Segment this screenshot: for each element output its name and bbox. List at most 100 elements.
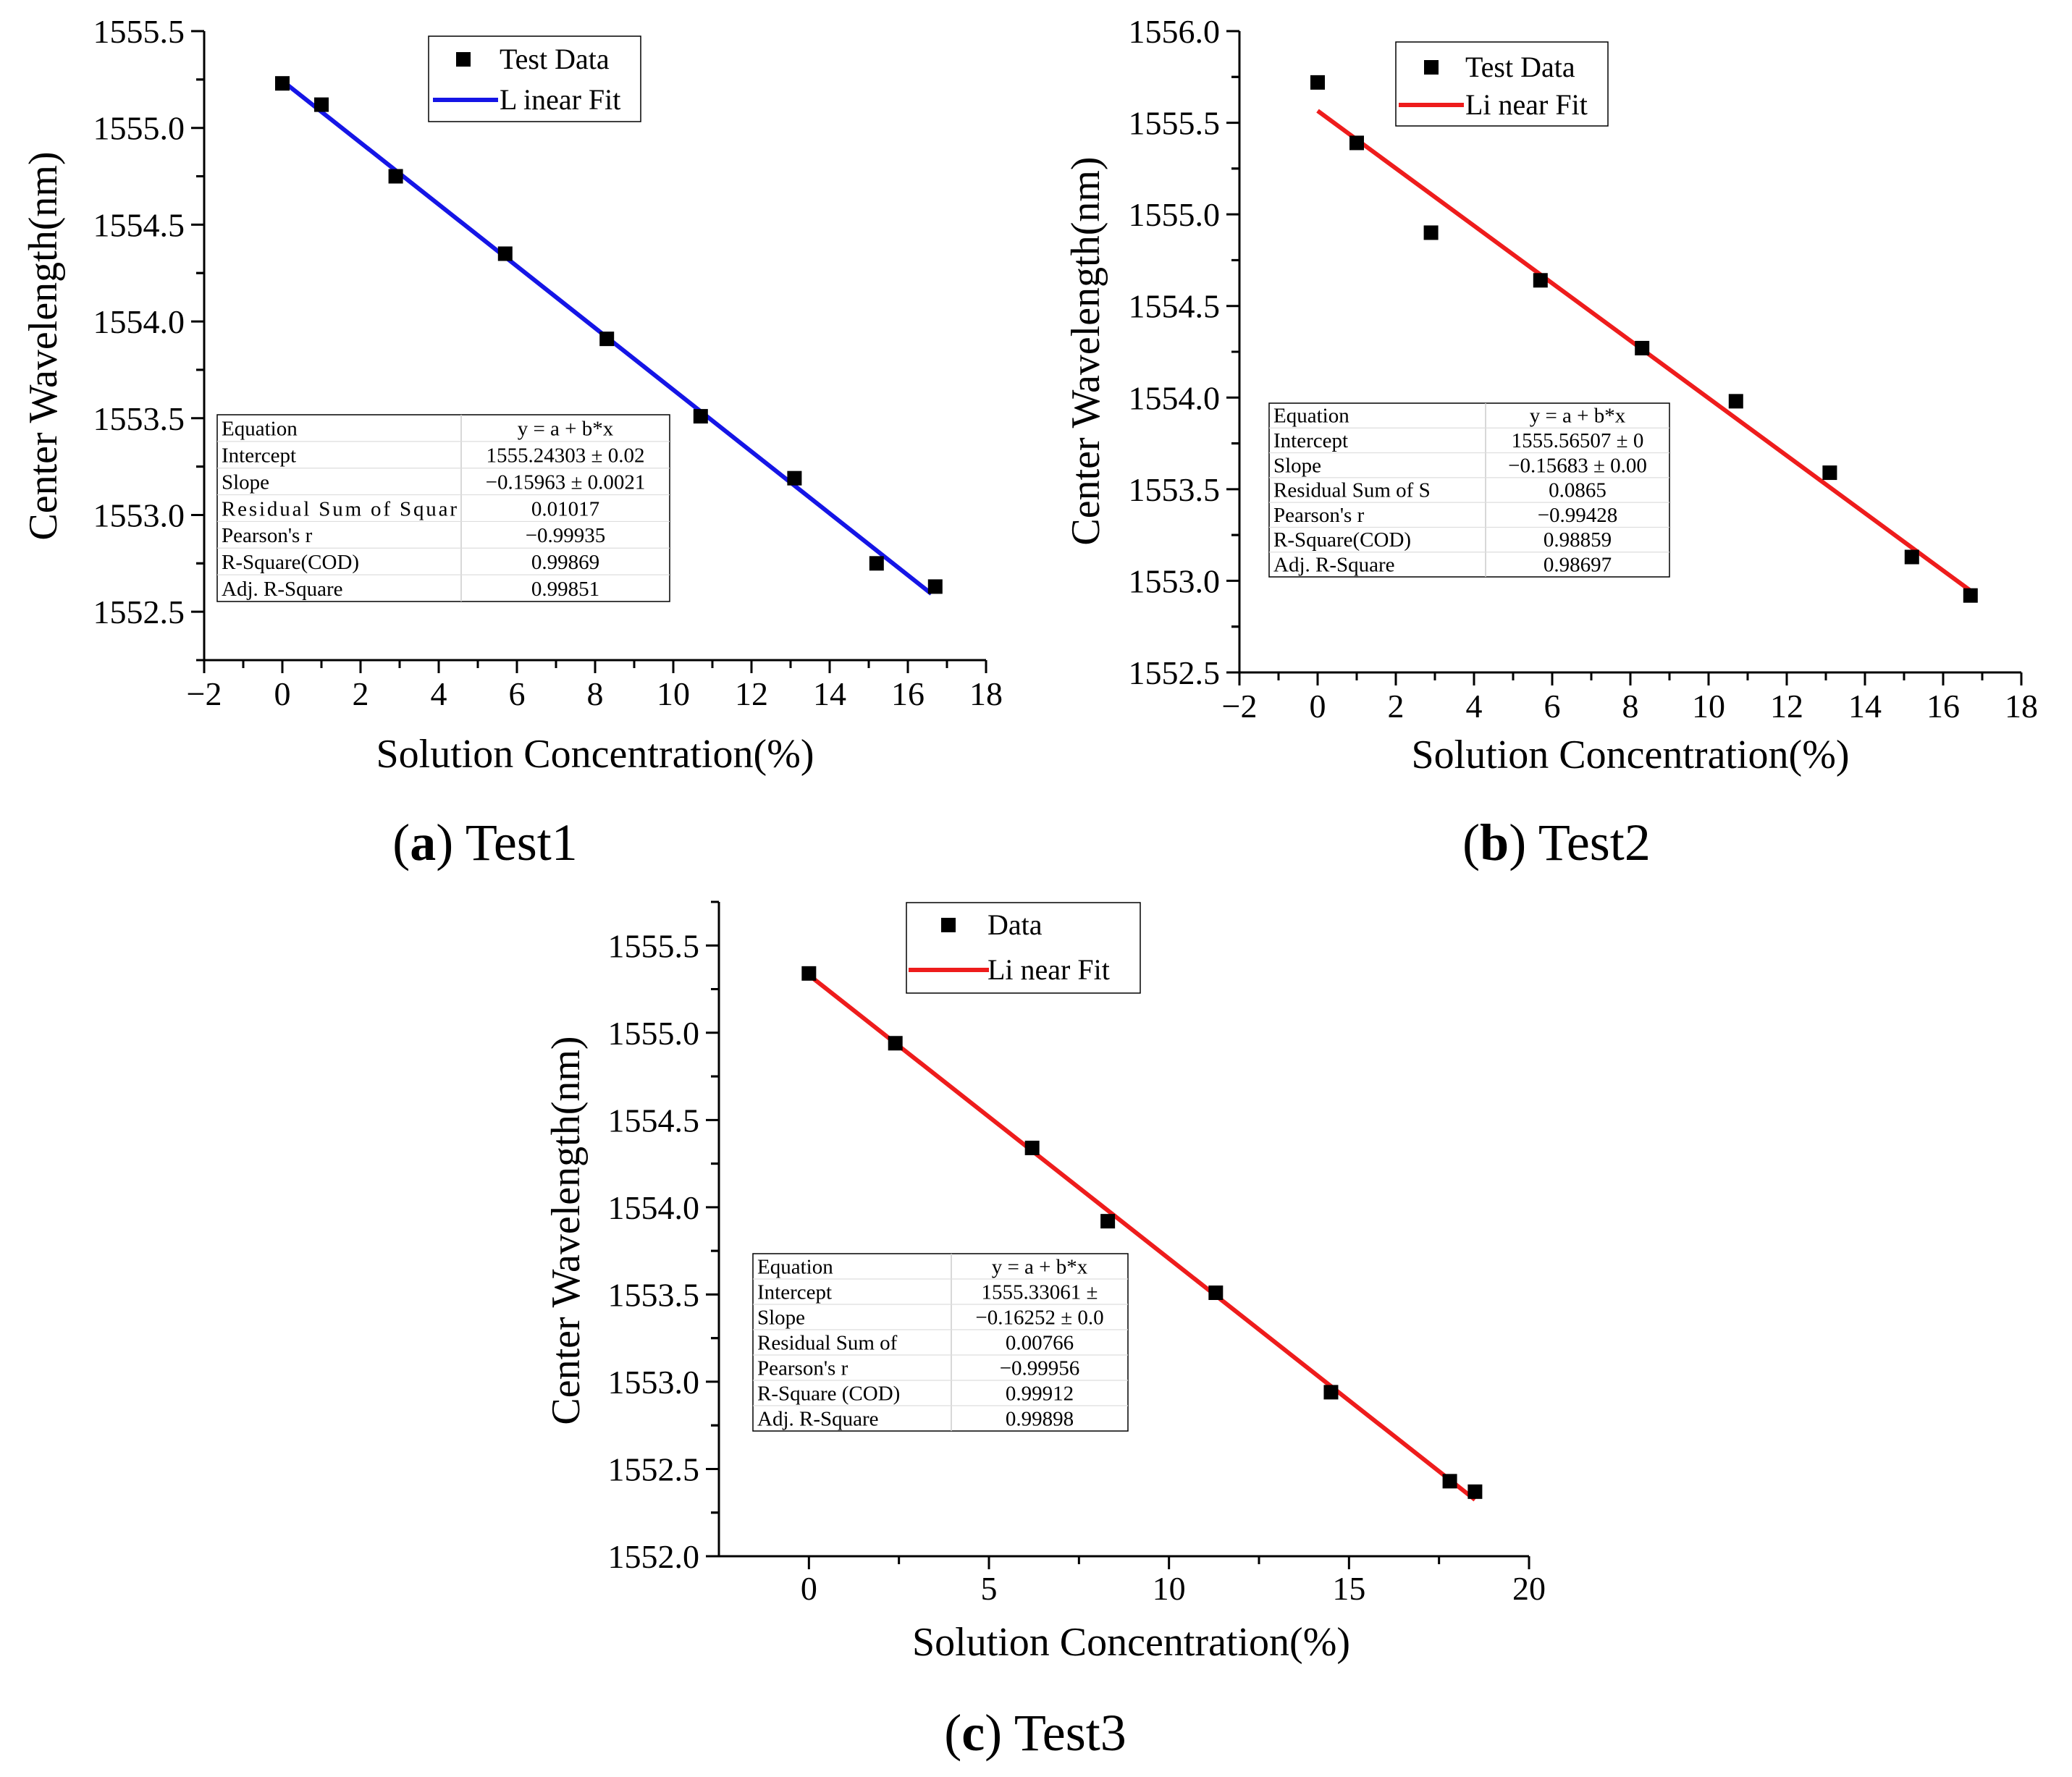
figure-caption: (c) Test3	[944, 1704, 1126, 1762]
fit-table-value: 0.0865	[1549, 479, 1606, 502]
x-axis-title: Solution Concentration(%)	[376, 732, 814, 777]
x-tick-label: 0	[1310, 688, 1326, 725]
fit-table-key: R-Square(COD)	[1273, 528, 1411, 552]
x-tick-label: −2	[1222, 688, 1258, 725]
fit-table: Equation y = a + b*x Intercept 1555.33061 ±…	[752, 1253, 1129, 1432]
caption-title: ) Test1	[436, 814, 578, 871]
fit-table-value: −0.15963 ± 0.0021	[486, 470, 646, 494]
fit-table-key: Pearson's r	[222, 524, 313, 547]
x-tick-label: 14	[1848, 688, 1882, 725]
fit-table-value: 0.99898	[1006, 1407, 1074, 1430]
chart-b: −2 0 2 4 6 8 10 12 14 16 18 1552.5 1553.0 1553.5 1554.…	[1064, 13, 2038, 871]
data-point	[1024, 1140, 1040, 1155]
chart-a: −2 0 2 4 6 8 10 12 14 16 18 1552.5 1553.0 1553.5 1554.…	[21, 13, 1003, 871]
data-point	[1310, 75, 1325, 90]
fit-table-value: −0.99935	[526, 524, 606, 547]
y-tick-label: 1555.5	[608, 927, 700, 964]
y-tick-label: 1554.5	[608, 1102, 700, 1139]
legend-marker-square	[456, 52, 471, 67]
x-tick-label: 18	[2005, 688, 2038, 725]
fit-table-key: Intercept	[222, 444, 296, 468]
fit-table-key: Residual Sum of S	[1273, 479, 1431, 502]
y-tick-label: 1555.0	[93, 110, 185, 147]
x-tick-label: 0	[274, 675, 291, 712]
fit-table-value: −0.99956	[1000, 1356, 1080, 1380]
y-tick-label: 1552.5	[1129, 654, 1221, 691]
x-tick-label: 4	[1466, 688, 1483, 725]
legend-label: Li near Fit	[987, 953, 1110, 986]
x-tick-label: 20	[1512, 1570, 1546, 1607]
data-point	[801, 966, 817, 981]
x-tick-label: 10	[657, 675, 690, 712]
caption-title: ) Test2	[1509, 814, 1651, 871]
fit-table-key: Intercept	[1273, 429, 1348, 452]
fit-table-key: R-Square (COD)	[757, 1382, 900, 1405]
legend: Test Data L inear Fit	[428, 35, 641, 122]
data-point	[1728, 394, 1743, 409]
fit-table-value: y = a + b*x	[992, 1255, 1088, 1278]
fit-table-key: Residual Sum of	[757, 1331, 898, 1354]
data-point	[497, 246, 513, 261]
x-tick-label: 12	[1770, 688, 1803, 725]
fit-table-value: −0.16252 ± 0.0	[975, 1306, 1103, 1329]
y-tick-label: 1552.5	[93, 594, 185, 630]
caption-paren: (	[392, 814, 410, 871]
figure-caption: (b) Test2	[1462, 814, 1651, 871]
data-point	[1635, 340, 1650, 355]
data-point	[1208, 1285, 1224, 1300]
data-point	[1963, 588, 1978, 603]
data-point	[275, 76, 290, 91]
fit-table-key: Adj. R-Square	[757, 1407, 879, 1430]
legend-marker-square	[941, 918, 956, 932]
x-tick-label: 18	[969, 675, 1003, 712]
data-point	[388, 169, 403, 184]
x-tick-label: 16	[891, 675, 925, 712]
fit-table-key: Equation	[1273, 405, 1349, 428]
legend-label: Li near Fit	[1465, 88, 1588, 121]
fit-table: Equation y = a + b*x Intercept 1555.24303 ±…	[216, 414, 670, 602]
fit-table-key: R-Square(COD)	[222, 551, 359, 574]
legend-label: Test Data	[1465, 51, 1575, 83]
y-tick-label: 1554.0	[608, 1189, 700, 1226]
chart-c: 0 5 10 15 20 1552.0 1552.5 1553.0 1553.5 1554.0 15…	[544, 900, 1546, 1762]
x-tick-label: 4	[431, 675, 447, 712]
caption-title: ) Test3	[985, 1704, 1126, 1762]
fit-table-key: Pearson's r	[757, 1356, 848, 1380]
x-tick-label: 14	[813, 675, 846, 712]
x-tick-label: 2	[1388, 688, 1405, 725]
fit-table-value: −0.15683 ± 0.00	[1508, 454, 1647, 477]
x-tick-label: 0	[801, 1570, 817, 1607]
fit-table-key: Adj. R-Square	[222, 578, 343, 601]
x-tick-label: 6	[1544, 688, 1561, 725]
y-tick-label: 1555.0	[608, 1015, 700, 1052]
fit-table-value: 0.99869	[531, 551, 599, 574]
legend-label: L inear Fit	[500, 83, 620, 116]
y-tick-label: 1554.0	[93, 303, 185, 340]
y-tick-label: 1555.5	[1129, 105, 1221, 142]
y-tick-label: 1552.5	[608, 1451, 700, 1487]
legend-box	[1395, 41, 1609, 127]
fit-table-value: 0.99912	[1006, 1382, 1074, 1405]
fit-table-border	[752, 1253, 1129, 1432]
x-tick-label: 10	[1692, 688, 1725, 725]
y-tick-label: 1553.5	[1129, 471, 1221, 508]
y-axis-title: Center Wavelength(nm)	[544, 1036, 589, 1424]
x-tick-label: 2	[353, 675, 369, 712]
legend-box	[428, 35, 641, 122]
fit-table-value: 1555.56507 ± 0	[1512, 429, 1644, 452]
caption-paren: (	[1462, 814, 1480, 871]
legend-label: Data	[987, 908, 1043, 941]
x-tick-label: 16	[1926, 688, 1960, 725]
x-tick-label: 8	[587, 675, 604, 712]
fit-table-key: Pearson's r	[1273, 504, 1365, 527]
data-point	[1822, 465, 1837, 481]
x-tick-label: 6	[509, 675, 526, 712]
fit-table-border	[1268, 402, 1670, 578]
fit-table-value: 0.98859	[1544, 528, 1612, 552]
legend-label: Test Data	[500, 43, 610, 75]
caption-letter: a	[410, 814, 436, 871]
legend-box	[906, 902, 1141, 994]
fit-table-key: Slope	[757, 1306, 805, 1329]
data-point	[1349, 135, 1364, 151]
legend: Test Data Li near Fit	[1395, 41, 1609, 127]
